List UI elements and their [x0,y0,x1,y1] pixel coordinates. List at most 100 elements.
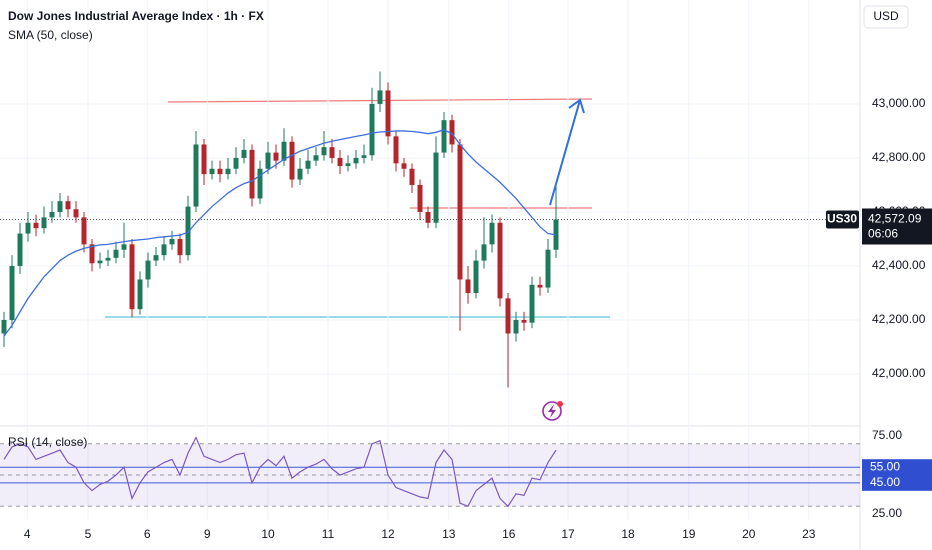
x-tick-label: 20 [742,527,756,541]
y-tick-label: 42,200.00 [872,312,926,326]
rsi-band [0,443,860,507]
chart-title: Dow Jones Industrial Average Index · 1h … [8,9,264,23]
candle-body [105,257,111,261]
candle-body [369,103,375,156]
candle-body [489,222,495,245]
y-tick-label: 42,800.00 [872,150,926,164]
candle-body [505,298,511,334]
y-tick-label: 75.00 [872,428,902,442]
x-tick-label: 19 [682,527,696,541]
candle-body [17,233,23,266]
y-tick-label: 43,000.00 [872,96,926,110]
candle-body [153,255,159,261]
x-tick-label: 12 [381,527,395,541]
h-line-label-box [862,459,932,476]
candle-body [481,244,487,261]
candle-body [97,260,103,264]
candle-body [129,244,135,310]
arrow [549,99,581,206]
candle-body [185,206,191,256]
candle-body [433,152,439,223]
candle-body [137,279,143,310]
candle-body [465,279,471,293]
candle-body [217,168,223,175]
candle-body [233,157,239,169]
candle-body [273,152,279,161]
candle-body [177,238,183,256]
candle-body [193,144,199,207]
candle-body [513,319,519,334]
candle-body [225,168,231,175]
candle-body [161,244,167,256]
candle-body [169,238,175,245]
candle-body [537,284,543,288]
candle-body [121,244,127,250]
candle-body [257,168,263,199]
candle-body [449,120,455,145]
icon-bolt [548,404,556,418]
candle-body [337,157,343,167]
candle-body [521,319,527,323]
candle-body [89,244,95,264]
candle-body [41,217,47,229]
candle-body [209,168,215,175]
candle-body [401,163,407,169]
candle-body [73,209,79,218]
candle-body [145,260,151,280]
rsi-line [3,436,557,508]
y-tick-label: 25.00 [872,506,902,520]
arrow-head [568,98,585,114]
x-tick-label: 23 [802,527,816,541]
candle-body [497,222,503,299]
candle-body [409,168,415,185]
candle-body [529,284,535,323]
x-tick-label: 13 [442,527,456,541]
y-tick-label: 42,000.00 [872,366,926,380]
candle-body [545,249,551,288]
candle-body [473,260,479,293]
candle-body [305,160,311,169]
last-price-label: 42,572.09 [868,212,922,226]
icon-ring [542,401,562,421]
candle-body [265,152,271,169]
candle-body [377,90,383,104]
x-tick-label: 9 [204,527,211,541]
candle-body [281,141,287,161]
x-tick-label: 18 [621,527,635,541]
icon-dot [557,401,563,407]
h-line-label: 45.00 [870,475,900,489]
h-line-label: 55.00 [870,459,900,473]
candle-body [313,155,319,161]
candle-body [65,201,71,210]
candle-body [297,168,303,180]
candle-body [49,211,55,218]
candle-body [361,155,367,158]
countdown: 06:06 [868,227,898,241]
x-tick-label: 6 [144,527,151,541]
candle-body [1,319,7,334]
candle-body [249,149,255,199]
candle-body [201,144,207,175]
symbol-tag-box [826,210,859,229]
candle-body [385,90,391,137]
currency-box[interactable] [863,5,909,29]
last-price-box [862,208,932,245]
sma-line [3,129,557,337]
candle-body [441,120,447,153]
h-line-label-box [862,474,932,491]
candle-body [9,265,15,320]
candle-body [57,201,63,212]
x-tick-label: 4 [24,527,31,541]
candle-body [321,147,327,156]
indicator-label: SMA (50, close) [8,28,93,42]
candle-body [353,157,359,164]
candle-body [329,147,335,158]
indicator-label: RSI (14, close) [8,435,87,449]
x-tick-label: 10 [261,527,275,541]
alert-icon[interactable] [542,401,563,421]
y-tick-label: 42,400.00 [872,258,926,272]
candle-body [425,211,431,223]
candle-body [345,163,351,167]
x-tick-label: 16 [502,527,516,541]
